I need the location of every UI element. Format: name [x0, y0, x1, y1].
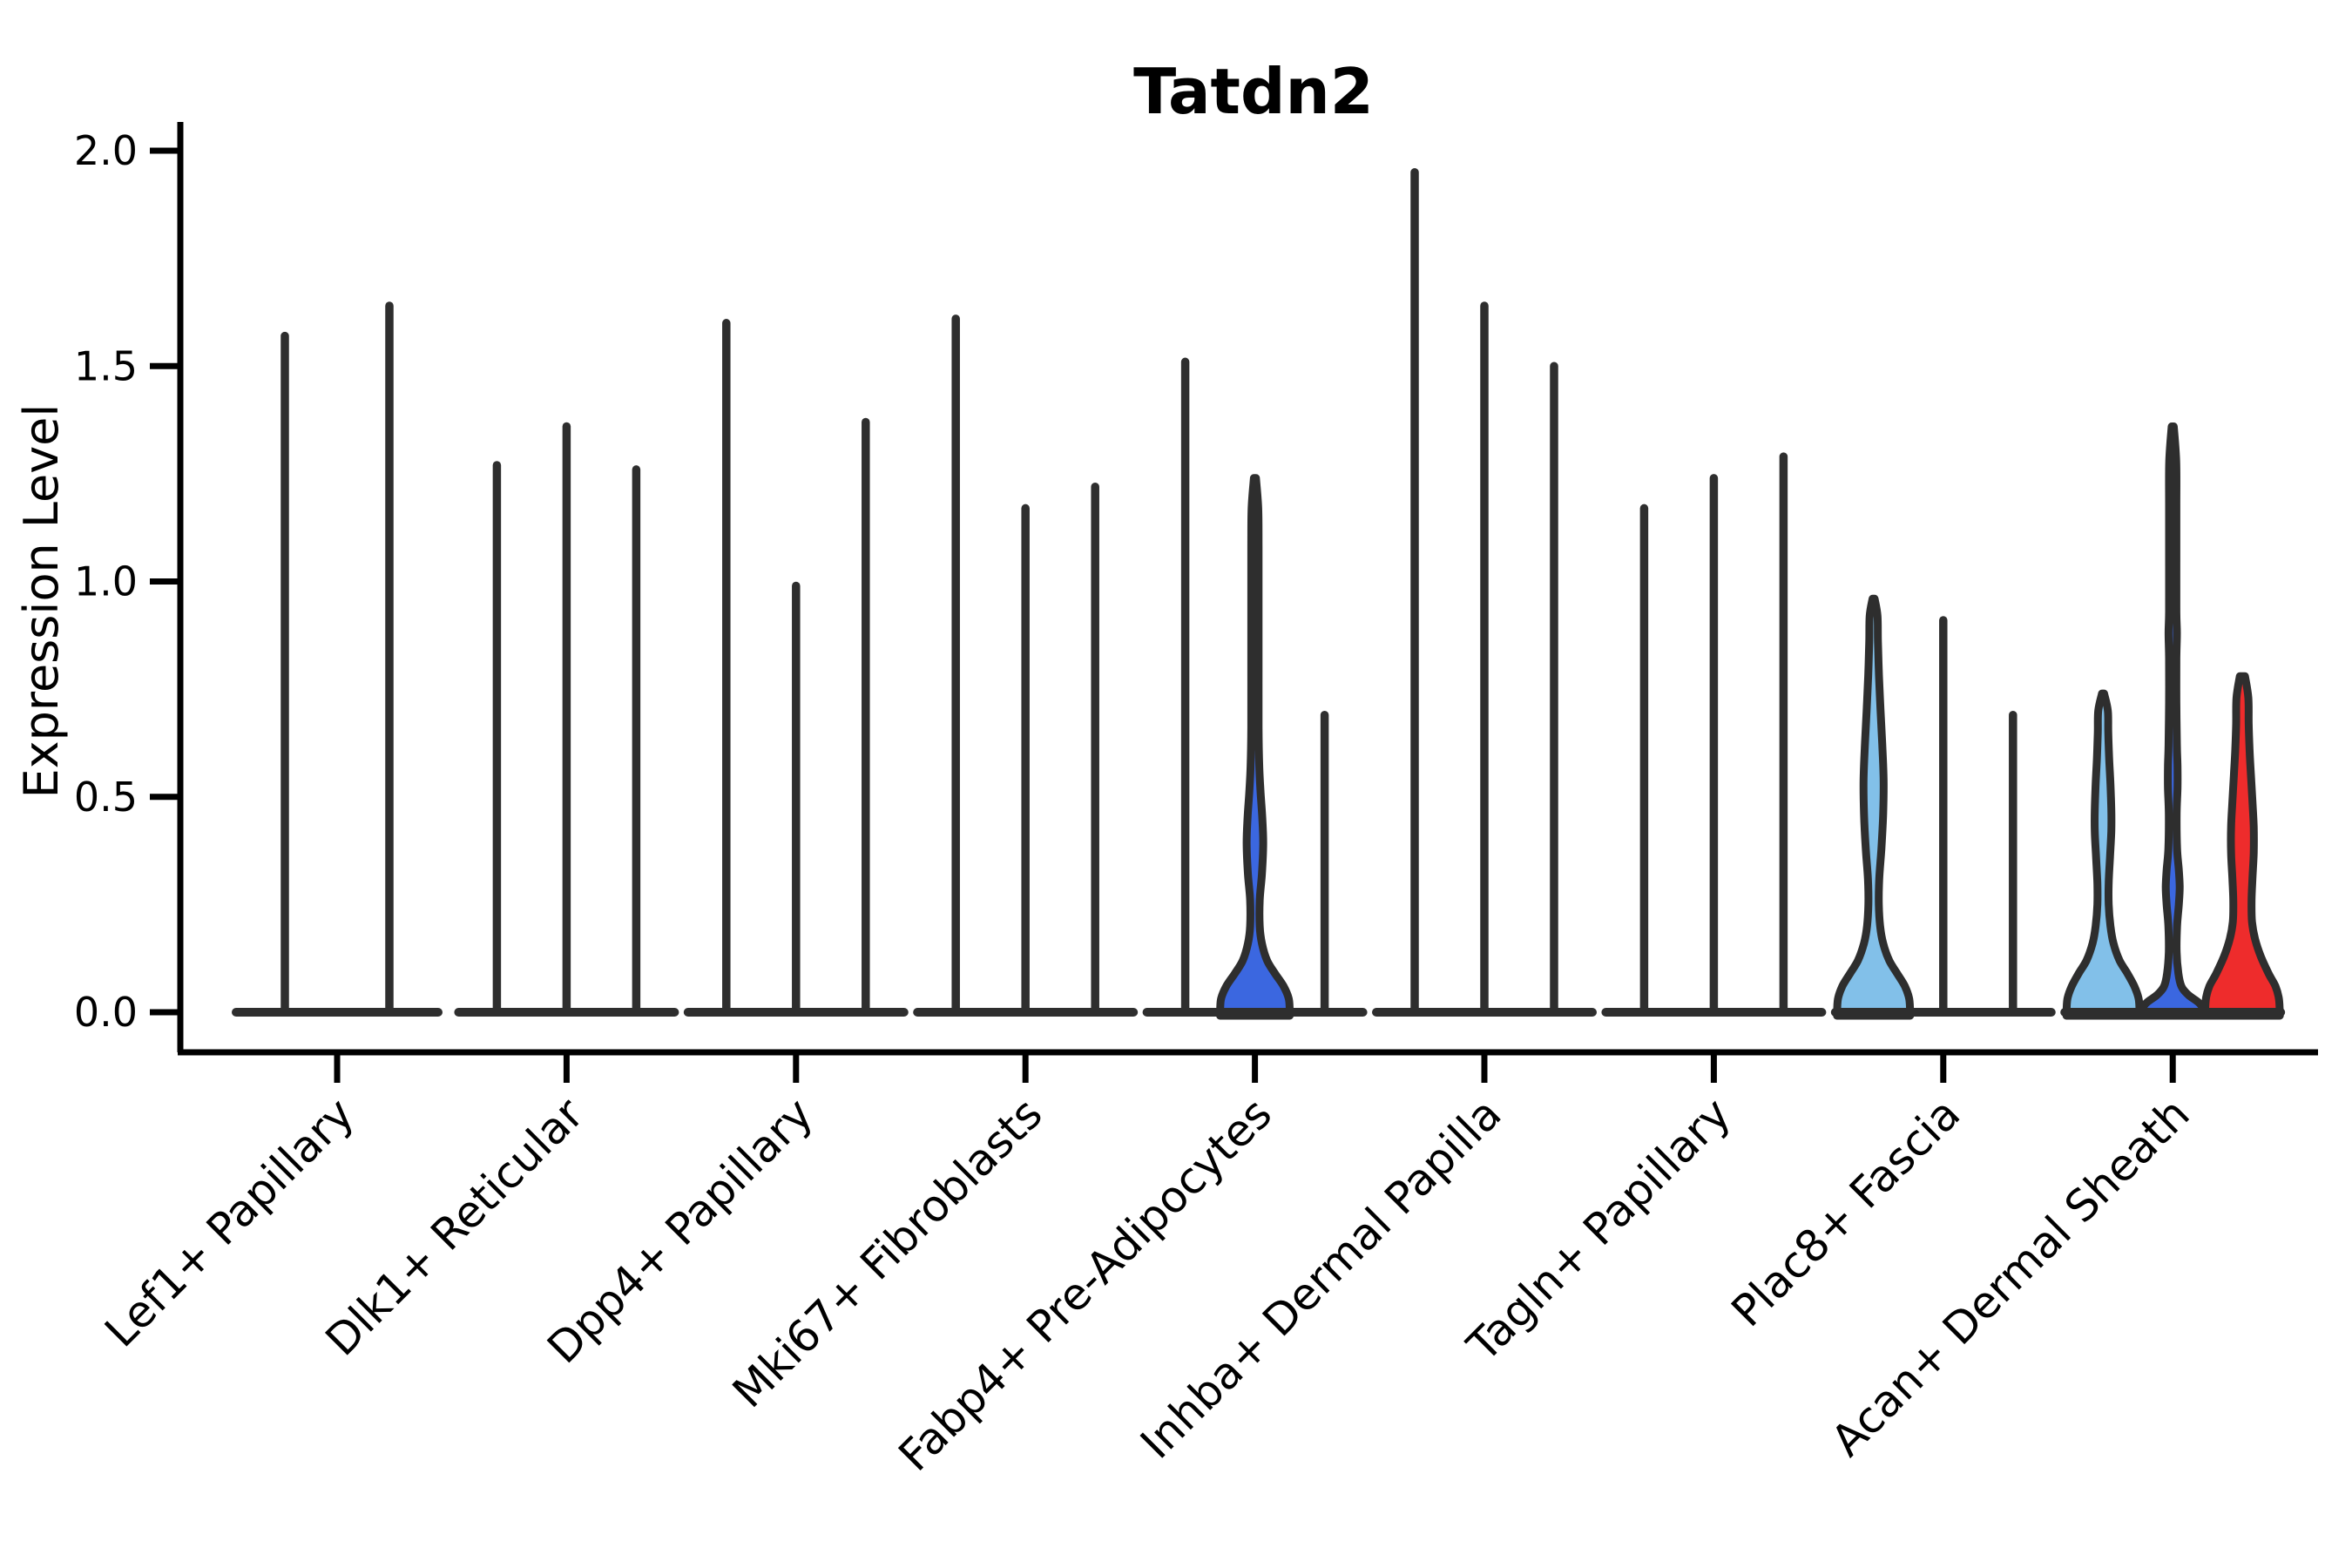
violin-group-1: [454, 422, 679, 1017]
y-tick-label-1.5: 1.5: [74, 342, 138, 389]
violin-8-0-shape: [2062, 689, 2144, 1020]
violin-layer: [232, 167, 2286, 1020]
y-tick-label-0.0: 0.0: [74, 989, 138, 1036]
y-tick-label-2.0: 2.0: [74, 127, 138, 174]
violin-group-7: [1830, 594, 2056, 1020]
violin-group-3: [913, 314, 1139, 1017]
y-tick-label-0.5: 0.5: [74, 774, 138, 821]
violin-8-2-shape: [2200, 672, 2284, 1020]
x-tick-label-0: Lef1+ Papillary: [95, 1088, 363, 1356]
violin-group-2: [683, 319, 909, 1017]
violin-7-0-shape: [1833, 594, 1915, 1020]
violin-group-8: [2060, 422, 2286, 1020]
violin-group-4: [1142, 357, 1368, 1020]
chart-title: Tatdn2: [1133, 55, 1374, 128]
violin-group-6: [1601, 452, 1827, 1017]
violin-8-1-shape: [2133, 422, 2212, 1020]
violin-group-5: [1372, 167, 1597, 1017]
x-tick-label-7: Plac8+ Fascia: [1722, 1088, 1970, 1336]
violin-4-1-shape: [1216, 474, 1294, 1020]
violin-group-0: [232, 301, 443, 1017]
y-axis-label: Expression Level: [14, 404, 69, 799]
x-tick-label-4: Fabp4+ Pre-Adipocytes: [889, 1088, 1282, 1481]
y-tick-label-1.0: 1.0: [74, 558, 138, 605]
